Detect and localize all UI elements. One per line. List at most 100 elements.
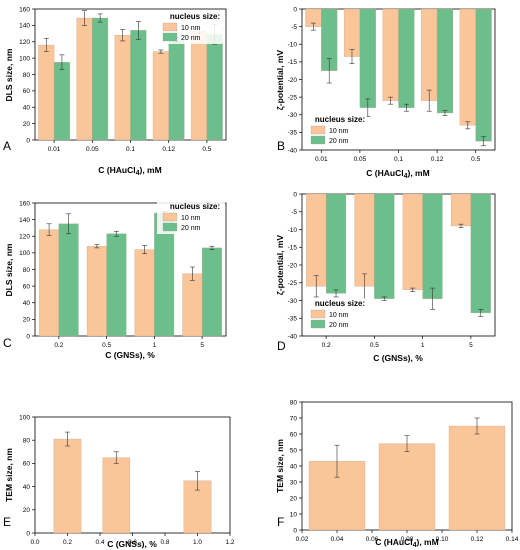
legend-swatch xyxy=(162,22,178,32)
x-tick-label: 0.12 xyxy=(431,156,444,163)
bar xyxy=(39,229,60,337)
chart-panel-a: 0 20 40 60 80 100 120 140 160 0.01 0.05 0.1 0.12 0.5 C… xyxy=(3,6,227,177)
x-tick-label: 0.5 xyxy=(370,342,379,349)
legend-label: 10 nm xyxy=(329,312,349,319)
y-tick-label: 20 xyxy=(23,317,31,324)
x-tick-label: 0.5 xyxy=(471,156,480,163)
y-tick-label: -35 xyxy=(288,130,298,137)
bar xyxy=(374,193,395,299)
x-tick-label: 0.8 xyxy=(160,539,169,546)
x-tick-label: 0.0 xyxy=(30,539,39,546)
legend-title: nucleus size: xyxy=(170,202,220,211)
x-tick-label: 1.2 xyxy=(225,539,234,546)
y-tick-label: 140 xyxy=(19,217,30,224)
x-tick-label: 0.4 xyxy=(95,539,104,546)
legend-label: 20 nm xyxy=(329,322,349,329)
bar xyxy=(448,425,506,531)
legend-swatch xyxy=(162,212,178,222)
panel-letter: E xyxy=(3,515,11,529)
y-tick-label: -15 xyxy=(288,59,298,66)
y-tick-label: 100 xyxy=(19,55,30,62)
y-tick-label: 0 xyxy=(26,530,30,537)
x-tick-label: 0.2 xyxy=(54,342,63,349)
bar xyxy=(475,8,492,142)
bar xyxy=(436,8,454,114)
bar xyxy=(182,273,203,337)
bar xyxy=(382,8,399,101)
x-tick-label: 0.08 xyxy=(401,536,414,543)
x-tick-label: 0.10 xyxy=(436,536,449,543)
y-tick-label: 80 xyxy=(23,438,31,445)
bar xyxy=(459,8,476,126)
y-tick-label: 20 xyxy=(23,121,31,128)
legend-label: 20 nm xyxy=(181,225,201,232)
legend: nucleus size: 10 nm 20 nm xyxy=(305,298,367,331)
x-tick-label: 1.0 xyxy=(193,539,202,546)
y-tick-label: 140 xyxy=(19,23,30,30)
x-tick-label: 1 xyxy=(421,342,425,349)
y-tick-label: 80 xyxy=(290,399,298,406)
x-axis-label: C (GNSs), % xyxy=(373,353,423,363)
bar xyxy=(470,193,491,314)
y-tick-label: -35 xyxy=(288,316,298,323)
x-tick-label: 0.12 xyxy=(471,536,484,543)
y-tick-label: -20 xyxy=(288,77,298,84)
panel-letter: F xyxy=(277,515,284,529)
y-tick-label: -10 xyxy=(288,42,298,49)
x-tick-label: 0.2 xyxy=(63,539,72,546)
bar xyxy=(206,34,223,141)
legend-label: 10 nm xyxy=(181,25,201,32)
x-axis-label: C (GNSs), % xyxy=(107,539,157,549)
y-axis-label: TEM size, nm xyxy=(275,439,285,493)
bar xyxy=(168,39,185,141)
x-tick-label: 0.2 xyxy=(322,342,331,349)
y-tick-label: 40 xyxy=(290,463,298,470)
bar xyxy=(86,246,107,337)
y-tick-label: 70 xyxy=(290,415,298,422)
bar xyxy=(152,51,169,141)
x-tick-label: 0.06 xyxy=(366,536,379,543)
x-tick-label: 0.02 xyxy=(296,536,309,543)
bar xyxy=(450,193,472,227)
panel-letter: C xyxy=(3,336,12,350)
legend-swatch xyxy=(310,319,326,329)
x-tick-label: 0.05 xyxy=(354,156,367,163)
y-tick-label: -40 xyxy=(288,147,298,154)
legend-swatch xyxy=(310,309,326,319)
legend-title: nucleus size: xyxy=(315,299,365,308)
panel-letter: D xyxy=(277,339,286,353)
x-axis-label: C (HAuCl4), mM xyxy=(98,165,161,177)
y-tick-label: 0 xyxy=(26,333,30,340)
y-tick-label: 10 xyxy=(290,511,298,518)
bar xyxy=(191,30,208,141)
bar xyxy=(106,233,127,337)
legend-swatch xyxy=(162,222,178,232)
y-tick-label: 40 xyxy=(23,484,31,491)
x-axis-label: C (HAuCl4), mM xyxy=(366,168,429,180)
chart-panel-b: 0 -5 -10 -15 -20 -25 -30 -35 -40 0.01 0.05 0.1 0.12 0… xyxy=(275,6,496,180)
y-tick-label: -15 xyxy=(288,245,298,252)
chart-panel-e: 0 20 40 60 80 100 0.0 0.2 0.4 0.6 0.8 1.0 1.2 C (GNSs… xyxy=(3,414,235,549)
panel-letter: A xyxy=(3,139,11,153)
y-tick-label: -40 xyxy=(288,333,298,340)
y-tick-label: 100 xyxy=(19,250,30,257)
x-axis-label: C (HAuCl4), mM xyxy=(375,537,438,549)
y-tick-label: 80 xyxy=(23,267,31,274)
legend-label: 10 nm xyxy=(181,215,201,222)
bar xyxy=(398,8,415,108)
y-tick-label: 0 xyxy=(293,6,297,13)
y-tick-label: 60 xyxy=(23,88,31,95)
x-tick-label: 0.14 xyxy=(506,536,519,543)
legend-title: nucleus size: xyxy=(315,115,365,124)
x-tick-label: 0.1 xyxy=(126,146,135,153)
bar xyxy=(359,8,376,108)
y-tick-label: 60 xyxy=(290,431,298,438)
y-tick-label: -10 xyxy=(288,227,298,234)
x-tick-label: 5 xyxy=(469,342,473,349)
y-tick-label: 0 xyxy=(293,527,297,534)
y-tick-label: 40 xyxy=(23,300,31,307)
legend: nucleus size: 10 nm 20 nm xyxy=(305,114,367,147)
bar xyxy=(38,44,55,141)
bar xyxy=(378,443,436,531)
